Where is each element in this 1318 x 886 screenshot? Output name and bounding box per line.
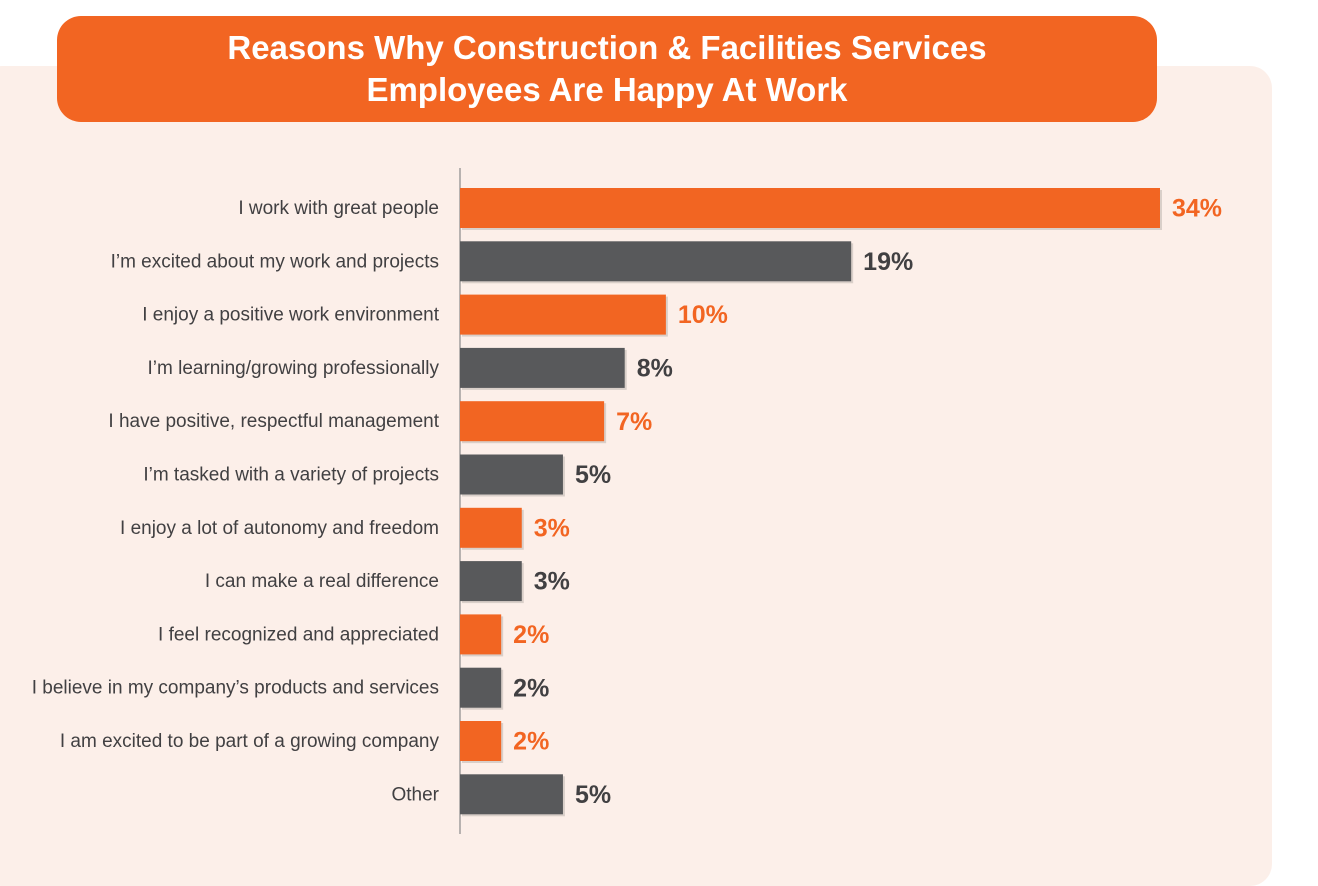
category-label: Other <box>391 784 439 805</box>
category-label: I enjoy a lot of autonomy and freedom <box>120 518 439 539</box>
bar-chart: I work with great people 34% I’m excited a… <box>32 168 1222 834</box>
value-label: 2% <box>513 674 549 702</box>
bar-4 <box>460 347 625 388</box>
value-label: 3% <box>534 514 570 542</box>
category-label: I’m excited about my work and projects <box>111 251 439 272</box>
value-label: 5% <box>575 461 611 489</box>
bar-2 <box>460 241 852 282</box>
category-label: I believe in my company’s products and s… <box>32 678 439 699</box>
bar-1 <box>460 188 1160 228</box>
bar-5 <box>460 401 605 442</box>
value-label: 19% <box>863 248 913 276</box>
category-label: I have positive, respectful management <box>108 411 439 432</box>
value-label: 7% <box>616 408 652 436</box>
bar-8 <box>460 561 522 602</box>
category-label: I work with great people <box>238 198 439 219</box>
value-label: 2% <box>513 728 549 756</box>
category-label: I enjoy a positive work environment <box>142 305 439 326</box>
category-label: I am excited to be part of a growing com… <box>60 731 440 752</box>
bar-10 <box>460 667 502 708</box>
chart-title-line-1: Reasons Why Construction & Facilities Se… <box>227 29 987 66</box>
value-label: 8% <box>637 355 673 383</box>
value-label: 2% <box>513 621 549 649</box>
category-label: I’m tasked with a variety of projects <box>143 465 439 486</box>
bar-3 <box>460 294 666 335</box>
value-label: 10% <box>678 301 728 329</box>
bar-7 <box>460 507 522 548</box>
chart-title-banner: Reasons Why Construction & Facilities Se… <box>57 16 1157 122</box>
bar-12 <box>460 774 563 815</box>
value-label: 3% <box>534 568 570 596</box>
value-label: 5% <box>575 781 611 809</box>
bar-11 <box>460 721 502 761</box>
chart-title-line-2: Employees Are Happy At Work <box>366 71 848 108</box>
category-label: I’m learning/growing professionally <box>148 358 440 379</box>
bar-6 <box>460 454 563 495</box>
bar-9 <box>460 614 502 655</box>
category-label: I feel recognized and appreciated <box>158 624 439 645</box>
category-label: I can make a real difference <box>205 571 439 592</box>
value-label: 34% <box>1172 195 1222 223</box>
